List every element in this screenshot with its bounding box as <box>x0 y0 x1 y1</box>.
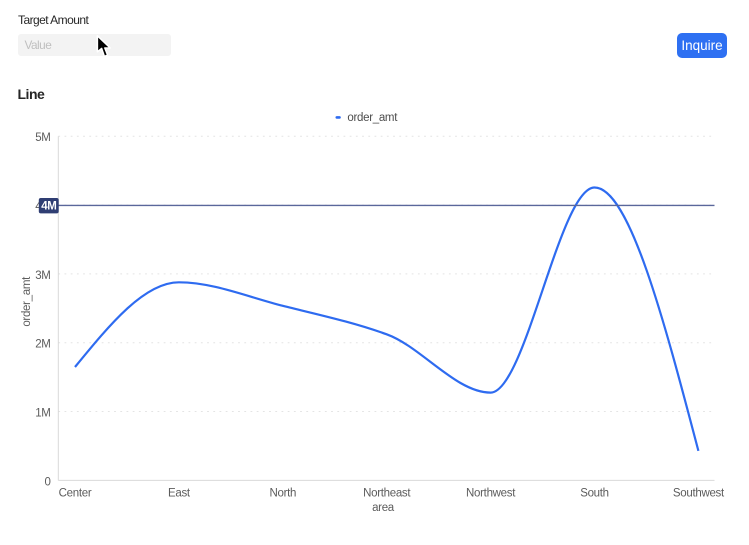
svg-text:4M: 4M <box>41 201 56 213</box>
svg-text:East: East <box>168 488 191 500</box>
svg-text:1M: 1M <box>35 407 50 419</box>
svg-text:0: 0 <box>44 476 50 488</box>
svg-text:Center: Center <box>59 488 92 500</box>
svg-text:3M: 3M <box>35 270 50 282</box>
svg-text:2M: 2M <box>35 339 50 351</box>
svg-text:Northwest: Northwest <box>466 488 516 500</box>
svg-text:area: area <box>372 502 395 514</box>
svg-text:5M: 5M <box>35 132 50 144</box>
svg-text:Southwest: Southwest <box>673 488 725 500</box>
svg-text:order_amt: order_amt <box>347 112 398 124</box>
svg-text:Northeast: Northeast <box>363 488 411 500</box>
svg-text:South: South <box>580 488 609 500</box>
svg-text:order_amt: order_amt <box>21 276 33 327</box>
svg-text:North: North <box>269 488 296 500</box>
